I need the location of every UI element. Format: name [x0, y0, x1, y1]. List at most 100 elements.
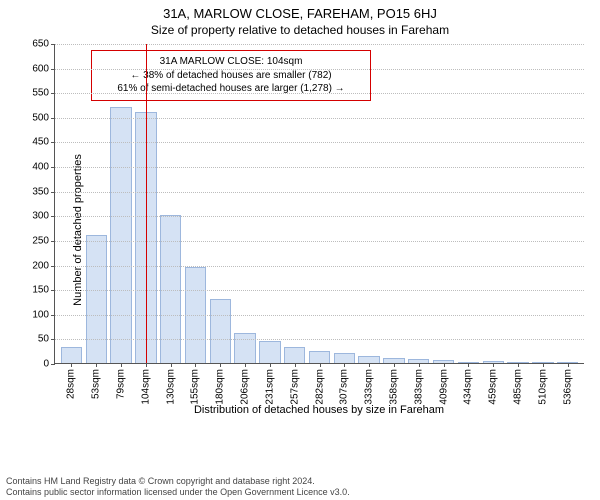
xtick-label: 231sqm	[264, 369, 275, 405]
ytick-mark	[51, 192, 55, 193]
ytick-mark	[51, 142, 55, 143]
bar	[234, 333, 255, 363]
grid-line	[55, 167, 584, 168]
xtick-mark	[171, 363, 172, 367]
ytick-label: 600	[32, 63, 49, 74]
bar	[61, 347, 82, 363]
ytick-label: 50	[38, 334, 49, 345]
ytick-mark	[51, 364, 55, 365]
bar	[259, 341, 280, 363]
ytick-label: 200	[32, 260, 49, 271]
xtick-mark	[245, 363, 246, 367]
ytick-label: 500	[32, 112, 49, 123]
grid-line	[55, 290, 584, 291]
xtick-mark	[369, 363, 370, 367]
plot-area: 28sqm53sqm79sqm104sqm130sqm155sqm180sqm2…	[54, 44, 584, 364]
xtick-label: 383sqm	[413, 369, 424, 405]
grid-line	[55, 192, 584, 193]
xtick-label: 257sqm	[289, 369, 300, 405]
xtick-mark	[121, 363, 122, 367]
bar	[86, 235, 107, 363]
ytick-mark	[51, 167, 55, 168]
ytick-label: 300	[32, 211, 49, 222]
ytick-mark	[51, 241, 55, 242]
xtick-mark	[468, 363, 469, 367]
grid-line	[55, 216, 584, 217]
xtick-label: 180sqm	[215, 369, 226, 405]
ytick-mark	[51, 339, 55, 340]
ytick-label: 350	[32, 186, 49, 197]
bar	[210, 299, 231, 363]
xtick-label: 307sqm	[339, 369, 350, 405]
xtick-mark	[71, 363, 72, 367]
xtick-label: 206sqm	[240, 369, 251, 405]
xtick-label: 459sqm	[488, 369, 499, 405]
xtick-mark	[419, 363, 420, 367]
bar	[110, 107, 131, 363]
xtick-label: 485sqm	[513, 369, 524, 405]
ytick-mark	[51, 216, 55, 217]
annotation-line-1: 31A MARLOW CLOSE: 104sqm	[100, 55, 362, 69]
ytick-label: 450	[32, 137, 49, 148]
chart-container: Number of detached properties 28sqm53sqm…	[0, 40, 600, 420]
xtick-mark	[295, 363, 296, 367]
xtick-mark	[220, 363, 221, 367]
xtick-mark	[344, 363, 345, 367]
bar	[334, 353, 355, 363]
page-subtitle: Size of property relative to detached ho…	[0, 21, 600, 41]
footer-attribution: Contains HM Land Registry data © Crown c…	[6, 476, 350, 499]
ytick-mark	[51, 315, 55, 316]
xtick-label: 434sqm	[463, 369, 474, 405]
xtick-label: 358sqm	[388, 369, 399, 405]
xtick-mark	[568, 363, 569, 367]
xtick-mark	[394, 363, 395, 367]
ytick-mark	[51, 266, 55, 267]
ytick-label: 550	[32, 88, 49, 99]
xtick-mark	[444, 363, 445, 367]
ytick-label: 100	[32, 309, 49, 320]
xtick-label: 79sqm	[116, 369, 127, 399]
ytick-mark	[51, 93, 55, 94]
ytick-label: 0	[43, 359, 49, 370]
xtick-mark	[543, 363, 544, 367]
grid-line	[55, 44, 584, 45]
xtick-label: 510sqm	[537, 369, 548, 405]
footer-line-2: Contains public sector information licen…	[6, 487, 350, 498]
xtick-label: 409sqm	[438, 369, 449, 405]
ytick-mark	[51, 69, 55, 70]
bar	[284, 347, 305, 363]
grid-line	[55, 339, 584, 340]
ytick-label: 650	[32, 39, 49, 50]
grid-line	[55, 241, 584, 242]
xtick-mark	[270, 363, 271, 367]
grid-line	[55, 93, 584, 94]
xtick-mark	[320, 363, 321, 367]
grid-line	[55, 315, 584, 316]
ytick-label: 150	[32, 285, 49, 296]
bar	[358, 356, 379, 363]
xtick-label: 130sqm	[165, 369, 176, 405]
xtick-mark	[493, 363, 494, 367]
bar	[309, 351, 330, 363]
xtick-label: 536sqm	[562, 369, 573, 405]
xtick-label: 155sqm	[190, 369, 201, 405]
grid-line	[55, 266, 584, 267]
annotation-line-2: ← 38% of detached houses are smaller (78…	[100, 69, 362, 83]
page-title-address: 31A, MARLOW CLOSE, FAREHAM, PO15 6HJ	[0, 0, 600, 21]
xtick-mark	[518, 363, 519, 367]
grid-line	[55, 142, 584, 143]
property-marker-line	[146, 44, 147, 363]
xtick-label: 333sqm	[364, 369, 375, 405]
xtick-label: 28sqm	[66, 369, 77, 399]
xtick-mark	[146, 363, 147, 367]
ytick-label: 400	[32, 162, 49, 173]
grid-line	[55, 118, 584, 119]
footer-line-1: Contains HM Land Registry data © Crown c…	[6, 476, 350, 487]
ytick-mark	[51, 44, 55, 45]
xtick-label: 282sqm	[314, 369, 325, 405]
ytick-mark	[51, 290, 55, 291]
grid-line	[55, 69, 584, 70]
xtick-label: 53sqm	[91, 369, 102, 399]
ytick-label: 250	[32, 235, 49, 246]
x-axis-label: Distribution of detached houses by size …	[54, 404, 584, 416]
